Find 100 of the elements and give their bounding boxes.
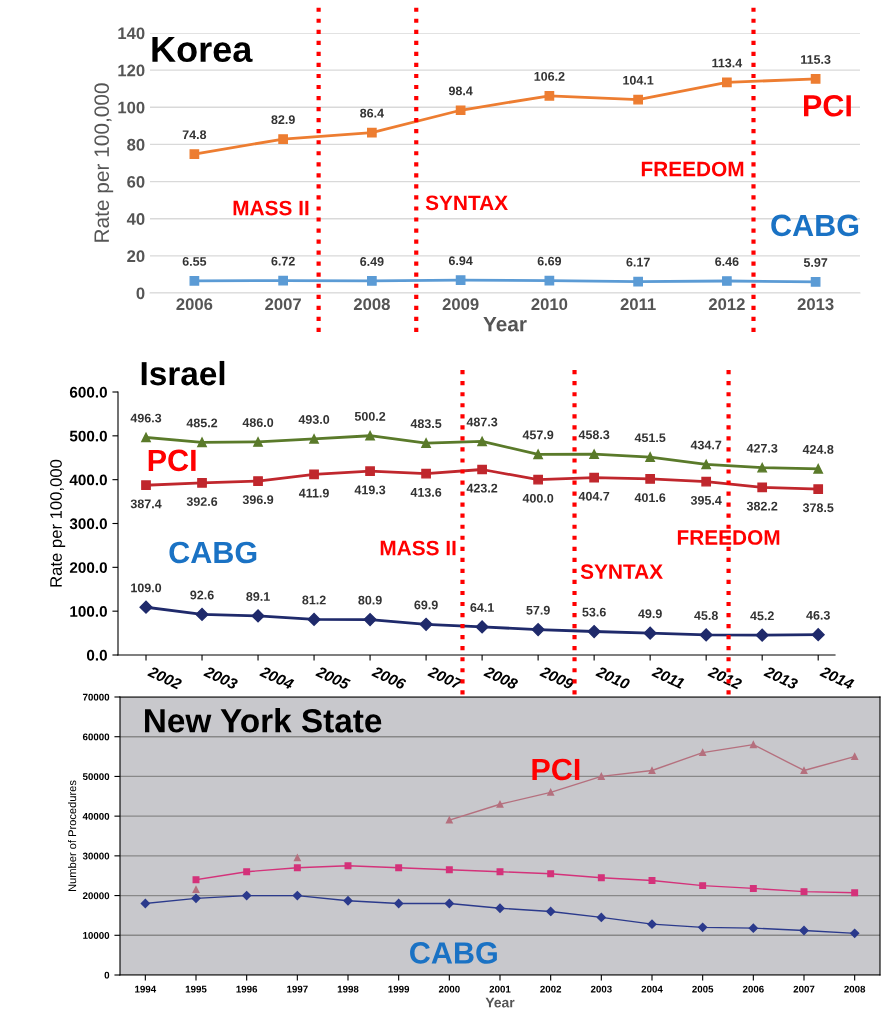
x-tick-label: 2001 — [489, 985, 511, 993]
x-tick-label: 2012 — [707, 665, 743, 690]
annotation: CABG — [169, 541, 257, 564]
data-label: 92.6 — [190, 590, 214, 600]
data-label: 427.3 — [746, 443, 778, 453]
y-tick-label: 80 — [127, 138, 145, 151]
x-tick-label: 2000 — [438, 985, 460, 993]
point — [800, 888, 808, 896]
point — [419, 617, 433, 631]
point — [309, 434, 319, 444]
data-label: 82.9 — [271, 115, 295, 125]
point — [367, 276, 377, 286]
x-tick-label: 2009 — [442, 298, 479, 311]
y-tick-label: 500.0 — [69, 430, 107, 442]
point — [597, 874, 605, 882]
x-tick-label: 2004 — [259, 665, 295, 690]
point — [344, 862, 352, 870]
point — [799, 925, 809, 936]
point — [755, 628, 769, 642]
point — [544, 90, 555, 101]
point — [141, 480, 151, 491]
x-tick-label: 2005 — [692, 985, 714, 993]
y-tick-label: 120 — [118, 64, 145, 77]
data-label: 486.0 — [242, 418, 274, 427]
y-tick-label: 100 — [118, 101, 145, 114]
data-label: 378.5 — [802, 503, 834, 513]
point — [587, 624, 601, 639]
ref-line-label: FREEDOM — [641, 161, 744, 177]
point — [757, 482, 768, 493]
point — [253, 476, 263, 486]
data-label: 423.2 — [466, 483, 498, 493]
x-tick-label: 2008 — [353, 298, 390, 311]
point — [293, 854, 301, 862]
x-tick-label: 2007 — [265, 298, 301, 311]
annotation: CABG — [410, 942, 497, 964]
point — [192, 886, 200, 894]
data-label: 483.5 — [410, 419, 442, 429]
data-label: 80.9 — [358, 595, 382, 605]
point — [189, 275, 200, 286]
point — [477, 436, 487, 447]
point — [278, 275, 288, 286]
point — [189, 149, 200, 159]
x-tick-label: 2005 — [315, 665, 351, 691]
x-tick-label: 2006 — [176, 298, 213, 311]
point — [309, 469, 319, 480]
x-tick-label: 2014 — [819, 665, 855, 690]
point — [633, 94, 643, 105]
y-tick-label: 60 — [127, 175, 145, 188]
y-tick-label: 400.0 — [69, 474, 107, 486]
point — [748, 923, 758, 933]
point — [699, 749, 707, 757]
x-axis-title: Year — [483, 316, 527, 332]
point — [800, 766, 808, 774]
x-tick-label: 2009 — [539, 665, 575, 690]
point — [140, 898, 150, 909]
data-label: 74.8 — [182, 130, 207, 140]
y-axis-title: Number of Procedures — [68, 780, 77, 891]
data-label: 113.4 — [712, 58, 743, 68]
data-label: 45.8 — [694, 611, 718, 620]
point — [546, 906, 556, 917]
data-label: 434.7 — [690, 440, 722, 450]
data-label: 411.9 — [298, 488, 329, 498]
point — [365, 466, 375, 477]
point — [596, 912, 606, 923]
point — [278, 134, 288, 144]
point — [363, 612, 377, 627]
data-label: 53.6 — [582, 607, 606, 617]
point — [242, 890, 252, 901]
data-label: 419.3 — [354, 485, 386, 495]
chart-title: Korea — [152, 36, 253, 63]
x-axis-title: Year — [485, 997, 515, 1008]
data-label: 382.2 — [746, 501, 778, 511]
x-tick-label: 1994 — [135, 985, 157, 993]
point — [192, 876, 200, 884]
point — [293, 864, 301, 872]
point — [253, 437, 263, 447]
point — [633, 276, 643, 287]
x-tick-label: 2013 — [797, 298, 834, 311]
point — [813, 463, 824, 474]
point — [699, 628, 713, 642]
data-label: 6.55 — [182, 257, 207, 266]
point — [445, 866, 453, 874]
data-label: 485.2 — [186, 418, 218, 428]
y-tick-label: 0.0 — [86, 649, 107, 661]
point — [445, 816, 453, 824]
point — [343, 896, 353, 906]
point — [547, 870, 555, 878]
point — [851, 753, 859, 761]
x-tick-label: 2011 — [651, 665, 686, 690]
y-tick-label: 40 — [126, 213, 145, 225]
point — [851, 889, 859, 897]
y-tick-label: 20 — [127, 250, 145, 263]
x-tick-label: 1995 — [185, 985, 207, 993]
point — [292, 890, 302, 901]
x-tick-label: 2004 — [641, 985, 663, 993]
y-tick-label: 20000 — [82, 892, 110, 900]
x-tick-label: 2007 — [793, 985, 815, 993]
data-label: 6.94 — [448, 256, 473, 266]
point — [455, 275, 466, 285]
data-label: 457.9 — [522, 430, 554, 440]
